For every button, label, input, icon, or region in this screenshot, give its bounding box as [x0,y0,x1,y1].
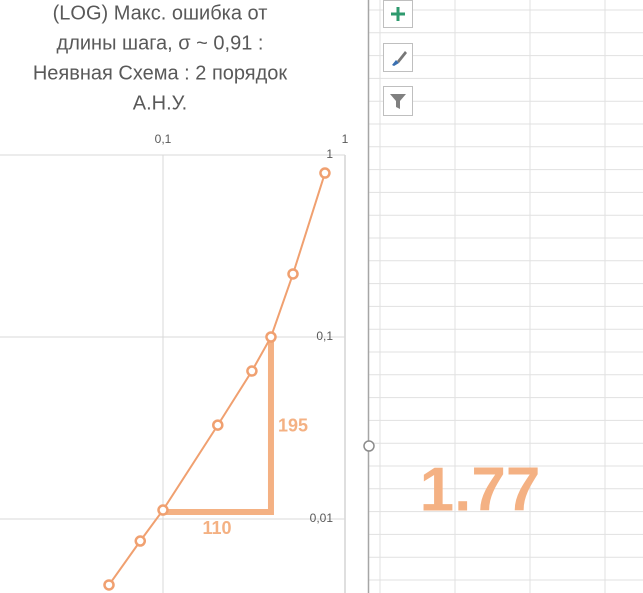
spreadsheet [368,0,643,593]
chart-styles-button[interactable] [383,43,413,72]
data-point [265,331,277,343]
chart-title: длины шага, σ ~ 0,91 : [57,32,264,54]
slope-triangle [163,337,274,516]
run-label: 110 [202,518,231,538]
chart-filter-button[interactable] [383,86,413,116]
series-line [108,172,326,586]
plot: (LOG) Макс. ошибка от длины шага, σ ~ 0,9… [0,2,349,593]
rise-label: 195 [278,415,308,435]
chart-title: (LOG) Макс. ошибка от [53,2,268,24]
data-point [246,365,258,377]
data-point [134,535,147,547]
y-tick-label: 1 [326,147,333,161]
chart-area [0,0,368,593]
slope-value: 1.77 [420,455,541,524]
chart-title: А.Н.У. [133,92,188,114]
data-point [287,268,299,280]
data-point [157,504,169,516]
y-tick-label: 0,1 [316,329,333,343]
data-point [212,419,224,431]
data-point [103,579,115,591]
data-point [319,167,331,179]
y-tick-label: 0,01 [310,511,334,525]
chart-title: Неявная Схема : 2 порядок [33,62,288,84]
add-element-button[interactable] [383,0,413,28]
x-tick-label: 1 [342,132,349,146]
resize-handle[interactable] [363,440,375,452]
x-tick-label: 0,1 [155,132,172,146]
